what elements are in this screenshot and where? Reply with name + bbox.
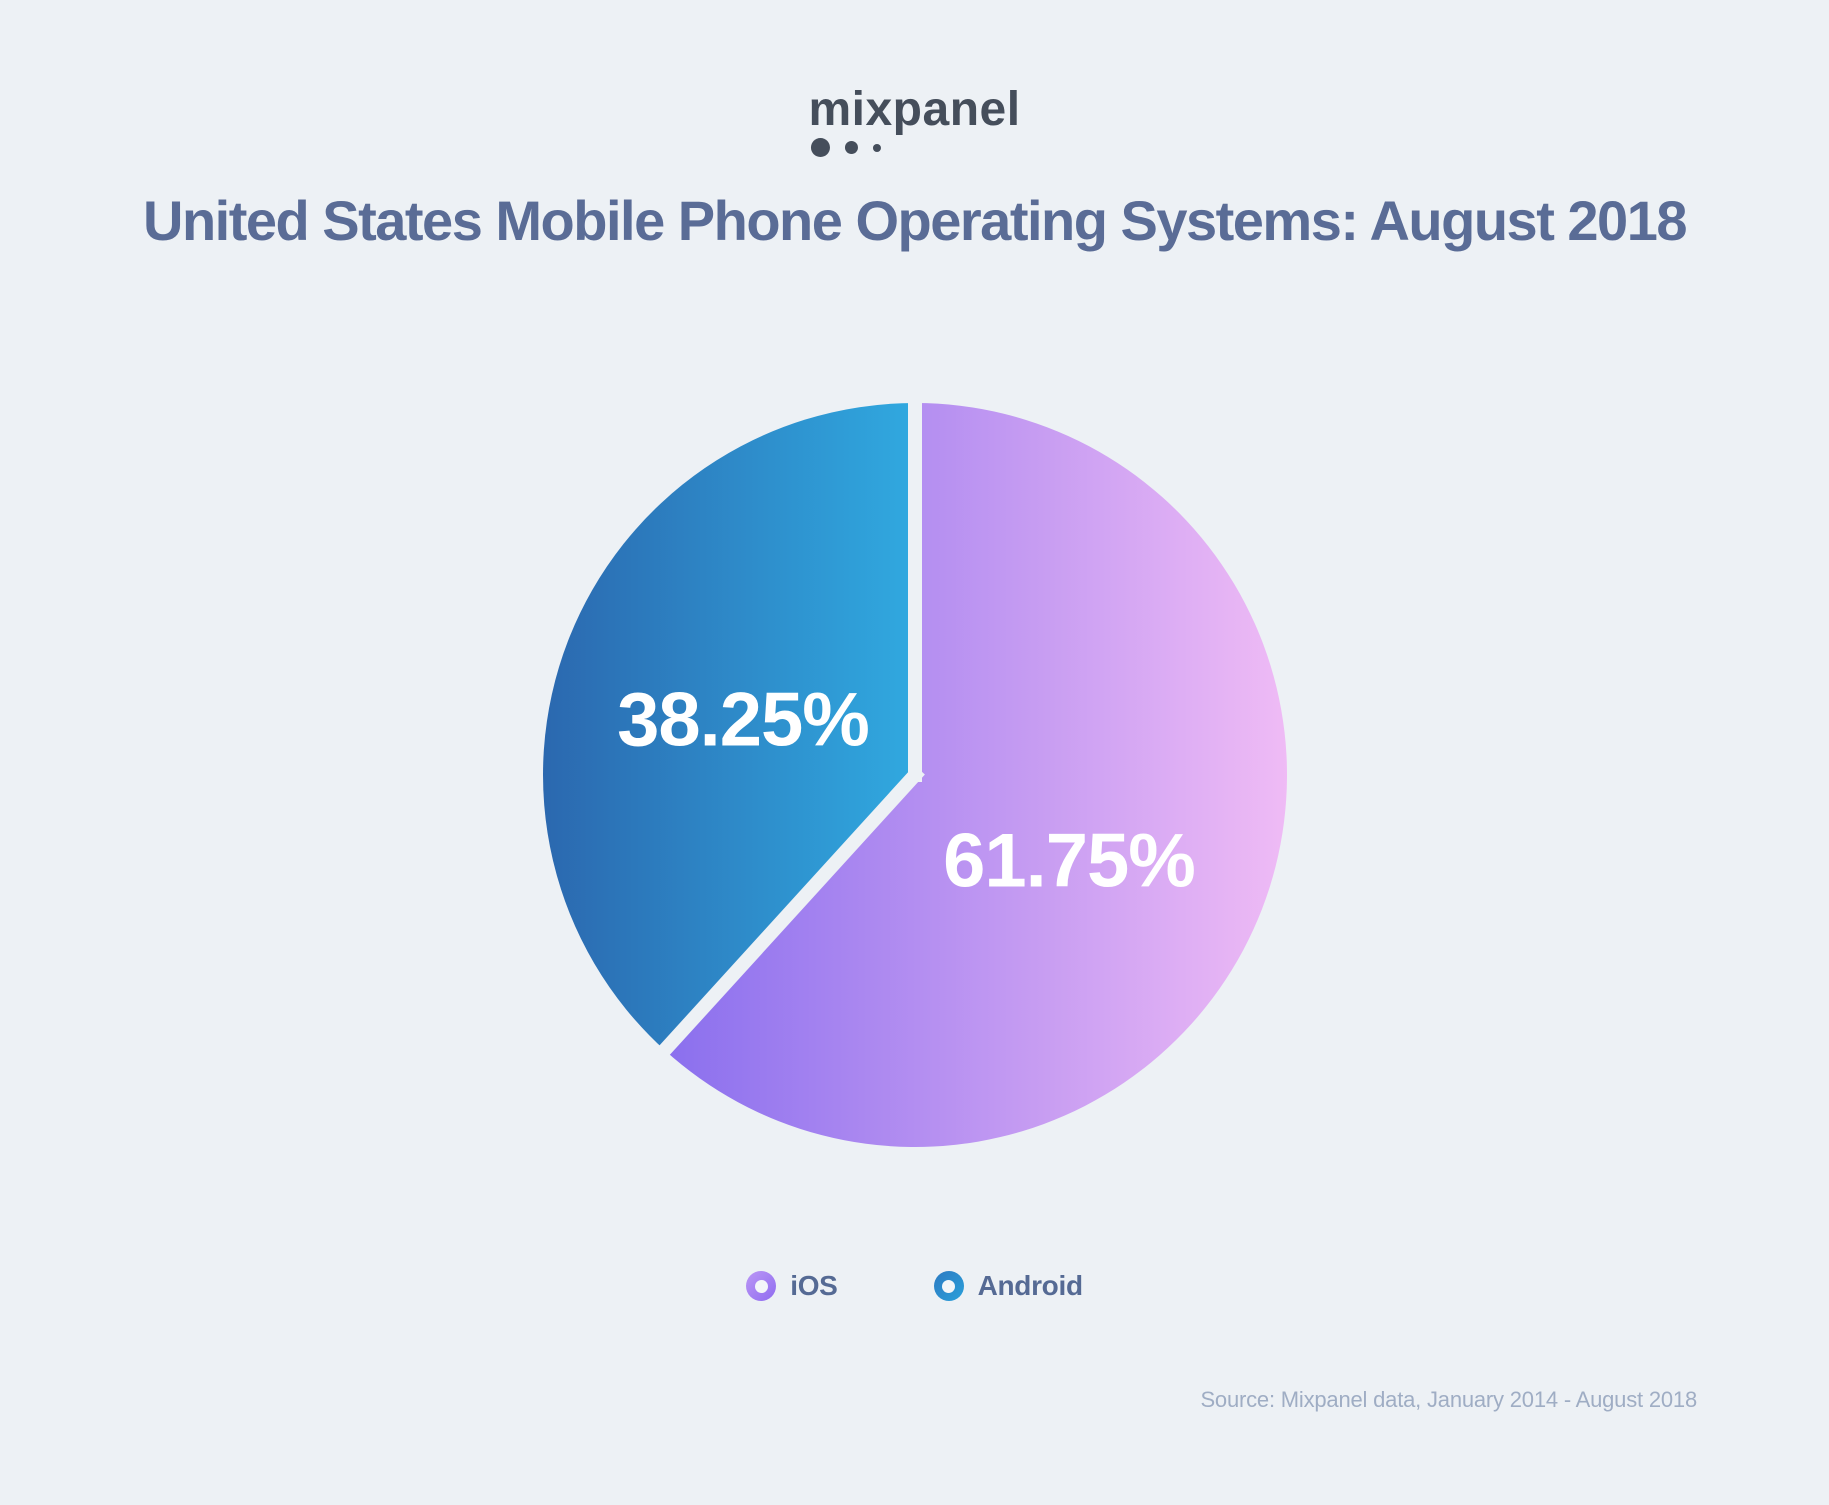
legend-swatch-android-icon: [933, 1271, 964, 1301]
chart-title: United States Mobile Phone Operating Sys…: [143, 189, 1687, 252]
logo-dot-small-icon: [872, 143, 881, 152]
legend-item-ios: iOS: [746, 1270, 838, 1302]
legend: iOS Android: [0, 1270, 1829, 1302]
legend-item-android: Android: [933, 1270, 1084, 1302]
pie-slice-android: [543, 403, 915, 1051]
mixpanel-logo-dots: [810, 138, 881, 157]
legend-label-ios: iOS: [790, 1270, 838, 1301]
source-note: Source: Mixpanel data, January 2014 - Au…: [1200, 1387, 1697, 1412]
logo-dot-large-icon: [810, 138, 830, 157]
legend-swatch-ios-icon: [746, 1271, 777, 1301]
pie-slice-ios: [664, 403, 1288, 1148]
mixpanel-logo: mixpanel: [808, 83, 1021, 157]
logo-dot-medium-icon: [844, 141, 858, 154]
legend-label-android: Android: [977, 1270, 1084, 1301]
slice-divider: [648, 765, 925, 1068]
mixpanel-wordmark: mixpanel: [808, 83, 1021, 136]
slice-value-label-android: 38.25%: [617, 677, 870, 763]
slice-value-label-ios: 61.75%: [943, 818, 1196, 904]
